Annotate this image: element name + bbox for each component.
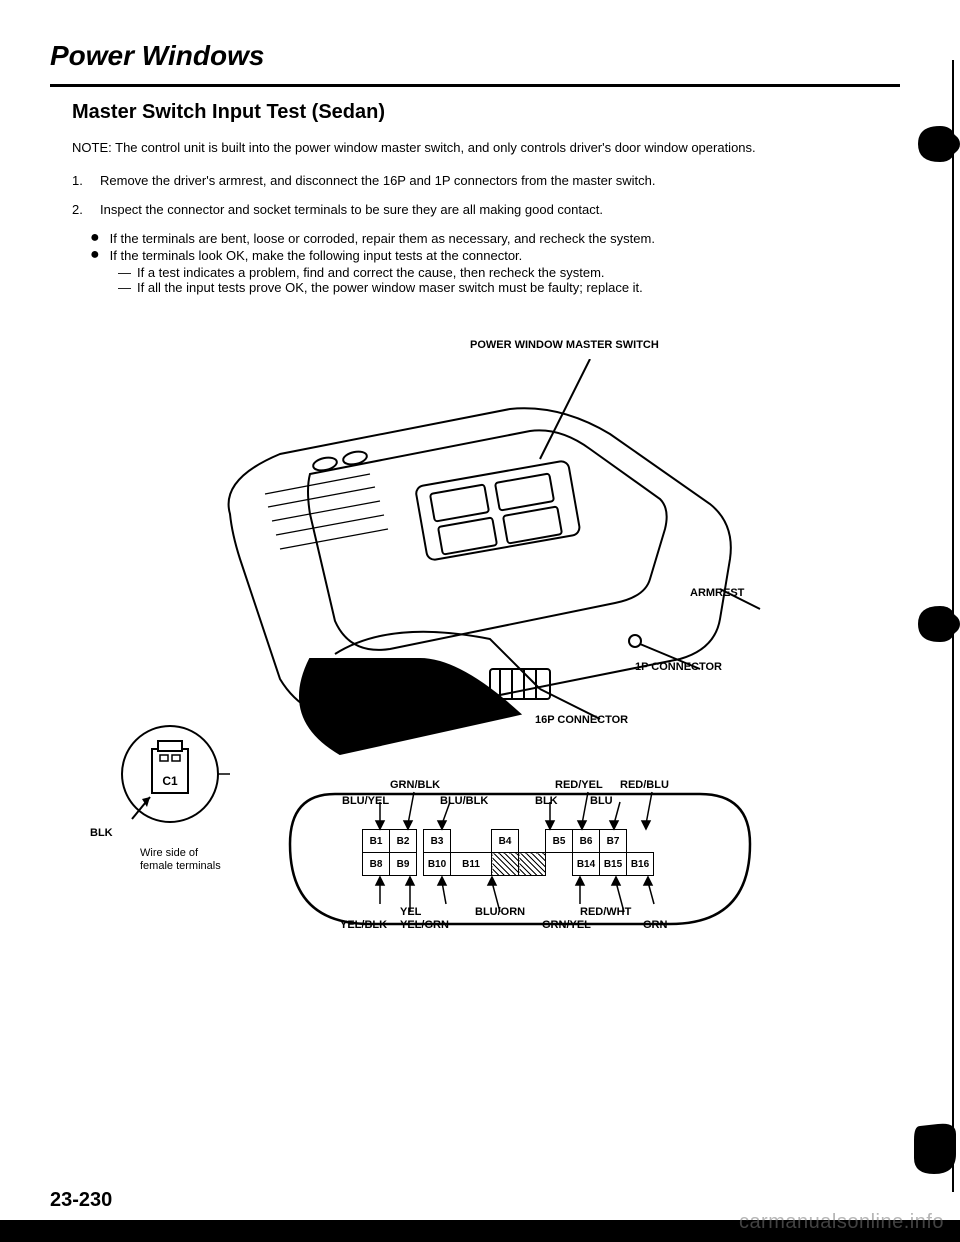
pin-cell: B5 bbox=[546, 830, 573, 853]
pin-gap bbox=[417, 853, 424, 876]
pin-cell: B7 bbox=[600, 830, 627, 853]
table-row: B8 B9 B10 B11 B14 B15 B16 bbox=[363, 853, 654, 876]
dash-icon: — bbox=[118, 280, 131, 295]
wire-label: YEL/GRN bbox=[400, 919, 449, 931]
callout-wire-side-2: female terminals bbox=[140, 860, 221, 872]
step-text: Inspect the connector and socket termina… bbox=[100, 202, 603, 217]
tab-icon bbox=[912, 600, 960, 653]
pin-cell: B3 bbox=[424, 830, 451, 853]
c1-terminal-icon: C1 bbox=[110, 719, 230, 859]
pin-cell: B2 bbox=[390, 830, 417, 853]
callout-1p: 1P CONNECTOR bbox=[635, 661, 722, 673]
step-text: Remove the driver's armrest, and disconn… bbox=[100, 173, 656, 188]
page-number: 23-230 bbox=[50, 1189, 112, 1212]
step-1: 1. Remove the driver's armrest, and disc… bbox=[72, 173, 900, 188]
wire-label: YEL/BLK bbox=[340, 919, 387, 931]
pin-cell: B4 bbox=[492, 830, 519, 853]
bullet-list: ● If the terminals are bent, loose or co… bbox=[90, 231, 900, 295]
dash-icon: — bbox=[118, 265, 131, 280]
callout-blk: BLK bbox=[90, 827, 113, 839]
dash-item: — If a test indicates a problem, find an… bbox=[118, 265, 900, 280]
watermark: carmanualsonline.info bbox=[739, 1211, 944, 1234]
note-line: NOTE: The control unit is built into the… bbox=[72, 140, 900, 155]
wire-label: BLU/BLK bbox=[440, 795, 488, 807]
wire-label: RED/BLU bbox=[620, 779, 669, 791]
page-container: Power Windows Master Switch Input Test (… bbox=[0, 0, 960, 1242]
pin-cell: B14 bbox=[573, 853, 600, 876]
step-number: 2. bbox=[72, 202, 86, 217]
bullet-item: ● If the terminals look OK, make the fol… bbox=[90, 248, 900, 263]
pin-cell: B8 bbox=[363, 853, 390, 876]
step-number: 1. bbox=[72, 173, 86, 188]
diagram: POWER WINDOW MASTER SWITCH bbox=[80, 339, 880, 989]
pin-cell: B9 bbox=[390, 853, 417, 876]
bullet-text: If the terminals look OK, make the follo… bbox=[110, 248, 523, 263]
note-label: NOTE: bbox=[72, 140, 112, 155]
wire-label: RED/WHT bbox=[580, 906, 631, 918]
wire-label: GRN bbox=[643, 919, 667, 931]
armrest-illustration bbox=[160, 359, 800, 779]
dash-item: — If all the input tests prove OK, the p… bbox=[118, 280, 900, 295]
section-title: Master Switch Input Test (Sedan) bbox=[72, 101, 900, 124]
wire-label: BLU bbox=[590, 795, 613, 807]
wire-label: GRN/YEL bbox=[542, 919, 591, 931]
pin-cell: B11 bbox=[451, 853, 492, 876]
dash-text: If a test indicates a problem, find and … bbox=[137, 265, 605, 280]
callout-wire-side-1: Wire side of bbox=[140, 847, 198, 859]
pin-blank bbox=[492, 853, 519, 876]
tab-icon bbox=[912, 1120, 960, 1183]
tab-icon bbox=[912, 120, 960, 173]
pin-cell: B16 bbox=[627, 853, 654, 876]
pin-gap bbox=[546, 853, 573, 876]
pin-cell: B1 bbox=[363, 830, 390, 853]
svg-text:C1: C1 bbox=[162, 774, 178, 788]
wire-label: BLU/YEL bbox=[342, 795, 389, 807]
wire-label: BLK bbox=[535, 795, 558, 807]
main-title: Power Windows bbox=[50, 40, 900, 72]
wire-label: BLU/ORN bbox=[475, 906, 525, 918]
pin-cell: B15 bbox=[600, 853, 627, 876]
bullet-item: ● If the terminals are bent, loose or co… bbox=[90, 231, 900, 246]
callout-16p: 16P CONNECTOR bbox=[535, 714, 628, 726]
note-text: The control unit is built into the power… bbox=[115, 140, 756, 155]
bullet-text: If the terminals are bent, loose or corr… bbox=[110, 231, 655, 246]
connector-pin-table: B1 B2 B3 B4 B5 B6 B7 B8 B9 B10 B11 bbox=[362, 829, 654, 876]
wire-label: YEL bbox=[400, 906, 421, 918]
pin-cell: B6 bbox=[573, 830, 600, 853]
pin-cell: B10 bbox=[424, 853, 451, 876]
bullet-icon: ● bbox=[90, 231, 100, 246]
pin-blank bbox=[519, 853, 546, 876]
divider bbox=[50, 84, 900, 87]
bullet-icon: ● bbox=[90, 248, 100, 263]
wire-label: GRN/BLK bbox=[390, 779, 440, 791]
callout-master-switch: POWER WINDOW MASTER SWITCH bbox=[470, 339, 659, 351]
pin-gap bbox=[417, 830, 424, 853]
table-row: B1 B2 B3 B4 B5 B6 B7 bbox=[363, 830, 654, 853]
callout-armrest: ARMREST bbox=[690, 587, 744, 599]
pin-notch bbox=[451, 830, 492, 853]
wire-label: RED/YEL bbox=[555, 779, 603, 791]
step-2: 2. Inspect the connector and socket term… bbox=[72, 202, 900, 217]
dash-text: If all the input tests prove OK, the pow… bbox=[137, 280, 643, 295]
pin-gap bbox=[519, 830, 546, 853]
